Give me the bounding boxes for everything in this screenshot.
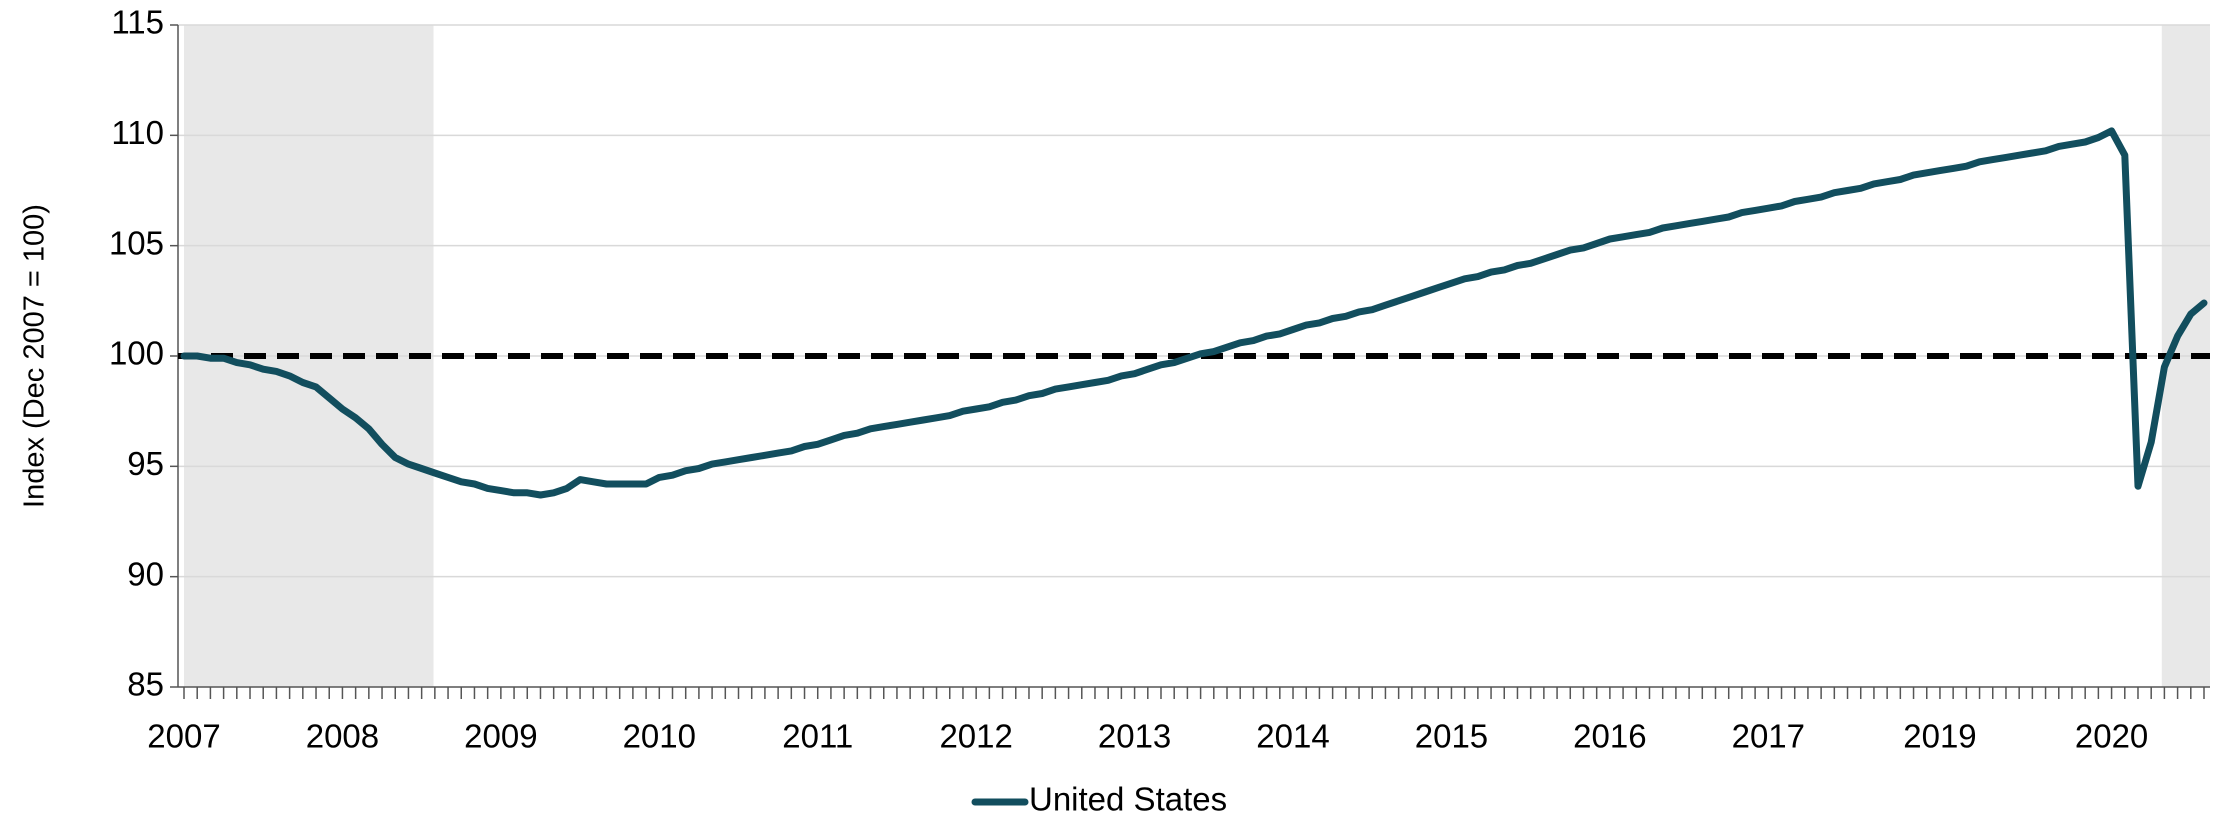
x-tick-label: 2016 [1573,718,1646,755]
y-tick-label: 85 [127,666,164,703]
x-tick-label: 2007 [147,718,220,755]
x-tick-label: 2010 [623,718,696,755]
x-tick-label: 2019 [1903,718,1976,755]
x-tick-label: 2009 [464,718,537,755]
y-tick-label: 105 [109,224,164,261]
x-tick-label: 2012 [939,718,1012,755]
y-tick-label: 90 [127,555,164,592]
x-tick-label: 2014 [1256,718,1329,755]
x-tick-label: 2011 [782,718,853,755]
y-tick-label: 115 [111,4,164,41]
data-line [180,127,2208,499]
y-tick-label: 100 [109,335,164,372]
x-tick-label: 2015 [1415,718,1488,755]
y-tick-label: 110 [111,114,164,151]
x-tick-label: 2017 [1732,718,1805,755]
y-axis-label: Index (Dec 2007 = 100) [19,204,51,508]
x-tick-label: 2008 [306,718,379,755]
y-tick-label: 95 [127,445,164,482]
x-tick-label: 2020 [2075,718,2148,755]
legend-label: United States [1029,781,1227,818]
x-tick-label: 2013 [1098,718,1171,755]
